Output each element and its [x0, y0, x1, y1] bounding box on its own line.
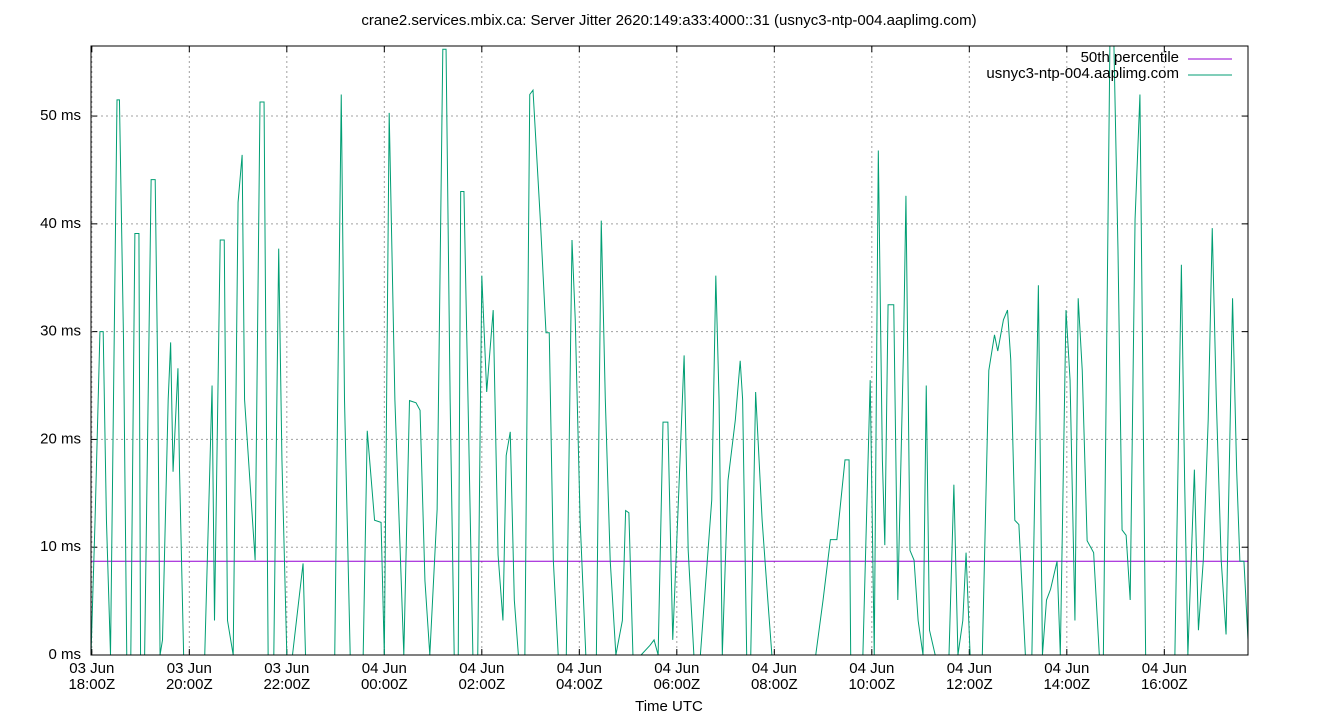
x-tick-label: 04 Jun 04:00Z [556, 660, 603, 693]
x-tick-label-line: 04 Jun [654, 660, 699, 677]
x-tick-label-line: 04 Jun [459, 660, 504, 677]
x-tick-label-line: 04:00Z [556, 676, 603, 693]
x-tick-label-line: 04 Jun [362, 660, 407, 677]
y-tick-label: 0 ms [48, 646, 81, 663]
x-tick-label-line: 04 Jun [947, 660, 992, 677]
y-tick-label: 40 ms [40, 215, 81, 232]
x-tick-label-line: 10:00Z [848, 676, 895, 693]
x-tick-label: 03 Jun 22:00Z [263, 660, 310, 693]
x-tick-label-line: 03 Jun [264, 660, 309, 677]
x-tick-label-line: 08:00Z [751, 676, 798, 693]
x-tick-label: 04 Jun 16:00Z [1141, 660, 1188, 693]
x-tick-label: 04 Jun 06:00Z [653, 660, 700, 693]
x-tick-label: 03 Jun 20:00Z [166, 660, 213, 693]
x-tick-label-line: 04 Jun [1142, 660, 1187, 677]
chart-title: crane2.services.mbix.ca: Server Jitter 2… [361, 12, 976, 29]
x-tick-label-line: 00:00Z [361, 676, 408, 693]
x-tick-label-line: 16:00Z [1141, 676, 1188, 693]
x-tick-label-line: 22:00Z [263, 676, 310, 693]
x-tick-label-line: 04 Jun [752, 660, 797, 677]
y-tick-label: 30 ms [40, 323, 81, 340]
x-tick-label-line: 04 Jun [557, 660, 602, 677]
x-tick-label-line: 02:00Z [458, 676, 505, 693]
x-tick-label-line: 03 Jun [69, 660, 114, 677]
x-tick-label: 03 Jun 18:00Z [68, 660, 115, 693]
x-tick-label-line: 18:00Z [68, 676, 115, 693]
x-axis-label: Time UTC [635, 698, 703, 715]
x-tick-label-line: 12:00Z [946, 676, 993, 693]
x-tick-label: 04 Jun 02:00Z [458, 660, 505, 693]
plot-border [90, 45, 1249, 656]
x-tick-label: 04 Jun 00:00Z [361, 660, 408, 693]
x-tick-label-line: 20:00Z [166, 676, 213, 693]
x-tick-label-line: 03 Jun [167, 660, 212, 677]
x-tick-label-line: 06:00Z [653, 676, 700, 693]
x-tick-label: 04 Jun 14:00Z [1043, 660, 1090, 693]
legend-label: 50th percentile [1081, 49, 1179, 66]
x-tick-label: 04 Jun 10:00Z [848, 660, 895, 693]
x-tick-label: 04 Jun 08:00Z [751, 660, 798, 693]
x-tick-label-line: 14:00Z [1043, 676, 1090, 693]
legend-label: usnyc3-ntp-004.aaplimg.com [986, 65, 1179, 82]
series-line [91, 46, 1248, 655]
x-tick-label-line: 04 Jun [1044, 660, 1089, 677]
y-tick-label: 20 ms [40, 430, 81, 447]
x-tick-label: 04 Jun 12:00Z [946, 660, 993, 693]
y-tick-label: 50 ms [40, 107, 81, 124]
y-tick-label: 10 ms [40, 538, 81, 555]
x-tick-label-line: 04 Jun [849, 660, 894, 677]
